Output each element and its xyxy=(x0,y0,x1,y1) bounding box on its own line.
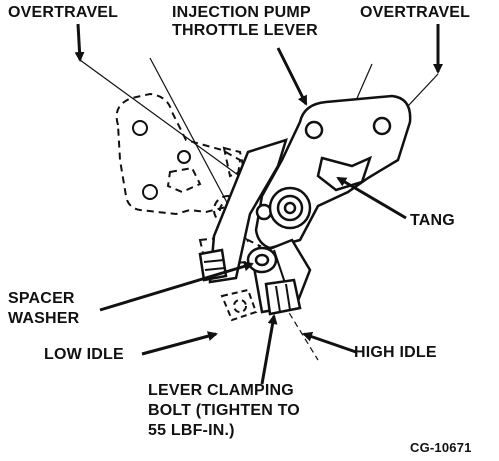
figure-id: CG-10671 xyxy=(410,440,472,455)
label-overtravel-right: OVERTRAVEL xyxy=(360,4,471,21)
arrow-clamping-bolt xyxy=(260,314,278,385)
label-high-idle: HIGH IDLE xyxy=(354,344,437,361)
spacer-washer xyxy=(246,246,278,274)
pump-shaft-hub xyxy=(268,186,312,230)
leader-arrows xyxy=(74,23,443,385)
arrow-tang xyxy=(336,176,407,220)
ghost-lever-holes xyxy=(132,120,191,200)
label-low-idle: LOW IDLE xyxy=(44,346,124,363)
label-pump-lever-line2: THROTTLE LEVER xyxy=(172,22,318,39)
label-spacer-line1: SPACER xyxy=(8,290,75,307)
arrow-pump-lever xyxy=(276,47,308,106)
lower-stop-block xyxy=(220,288,258,322)
arrow-spacer-washer xyxy=(99,261,254,312)
arrow-high-idle xyxy=(302,331,357,354)
label-bolt-line1: LEVER CLAMPING xyxy=(148,382,294,399)
label-spacer-line2: WASHER xyxy=(8,310,80,327)
label-overtravel-left: OVERTRAVEL xyxy=(8,4,119,21)
arrow-low-idle xyxy=(141,331,218,356)
arrow-overtravel-left xyxy=(74,23,85,62)
label-tang: TANG xyxy=(410,212,455,229)
label-bolt-line2: BOLT (TIGHTEN TO xyxy=(148,402,300,419)
clamping-bolt xyxy=(264,278,302,316)
throttle-lever-holes xyxy=(255,116,392,221)
label-pump-lever-line1: INJECTION PUMP xyxy=(172,4,311,21)
label-bolt-line3: 55 LBF-IN.) xyxy=(148,422,235,439)
